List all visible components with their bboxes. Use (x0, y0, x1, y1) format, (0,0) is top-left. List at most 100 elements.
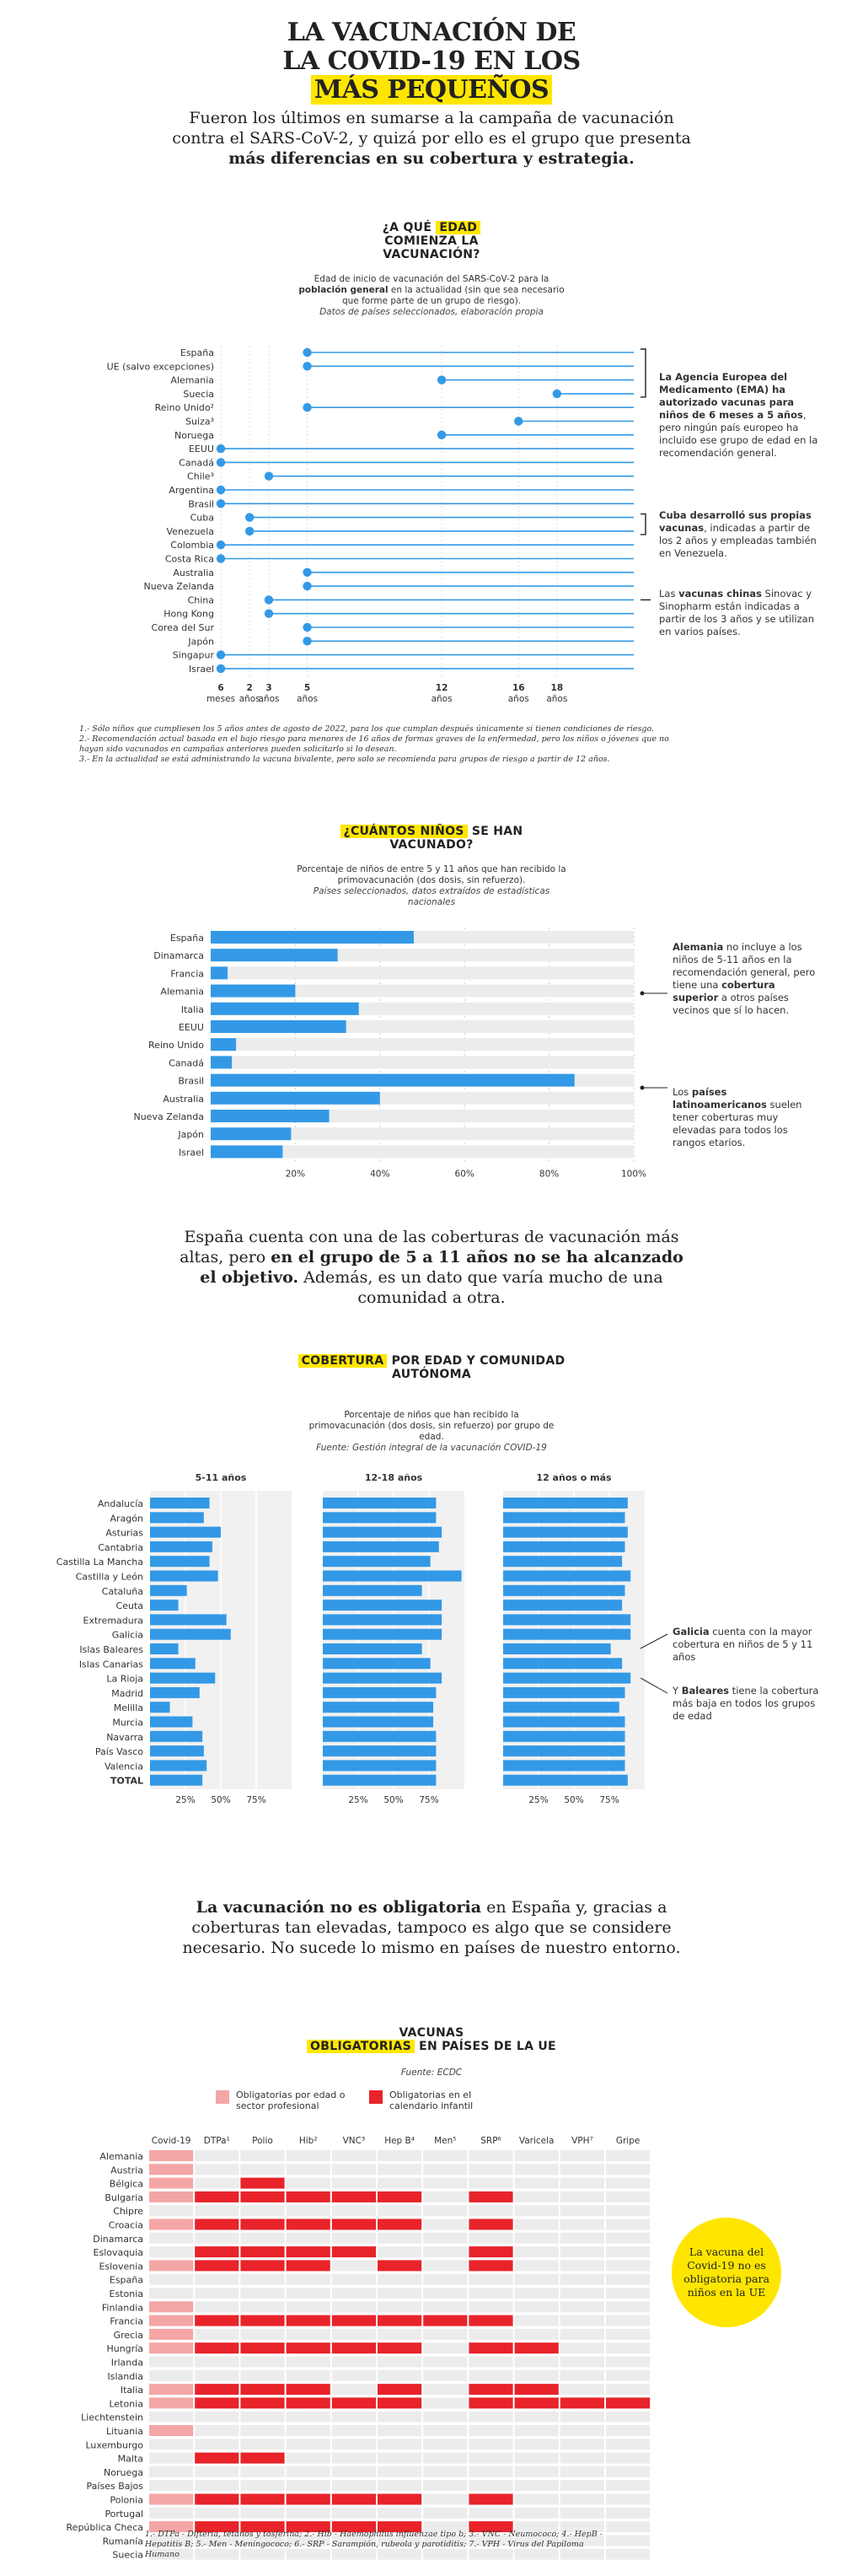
grid-cell (423, 2342, 468, 2354)
grid-cell (378, 2521, 422, 2533)
panel-tick-label: 25% (348, 1795, 367, 1805)
region-bar (503, 1730, 625, 1742)
grid-cell (606, 2480, 651, 2492)
grid-cell (606, 2288, 651, 2299)
grid-cell (331, 2439, 376, 2450)
grid-cell (195, 2548, 239, 2560)
grid-cell (514, 2288, 559, 2299)
s4-footnote: 1.- DTPa - Difteria, tétanos y tosferina… (145, 2530, 603, 2559)
panel-tick-label: 50% (564, 1795, 583, 1805)
s3-desc-text: Porcentaje de niños que han recibido la … (308, 1410, 555, 1442)
grid-column-header: Varicela (519, 2136, 555, 2146)
grid-cell (514, 2232, 559, 2244)
grid-cell (514, 2535, 559, 2546)
grid-cell (195, 2273, 239, 2285)
grid-cell (195, 2521, 239, 2533)
grid-cell (469, 2548, 513, 2560)
grid-cell (378, 2205, 422, 2217)
grid-cell (378, 2315, 422, 2326)
lollipop-country-label: Suecia (183, 389, 214, 400)
grid-cell (469, 2191, 513, 2202)
grid-cell (331, 2232, 376, 2244)
grid-cell (149, 2466, 194, 2477)
grid-cell (331, 2535, 376, 2546)
bar-tick-label: 100% (621, 1170, 646, 1180)
annotation-pointer-galicia (640, 1633, 668, 1649)
lollipop-tick-value: 12 (436, 683, 448, 693)
grid-cell (331, 2150, 376, 2161)
bar-value (211, 1127, 292, 1141)
grid-cell (331, 2315, 376, 2326)
grid-cell (378, 2397, 422, 2409)
region-label: Andalucía (98, 1498, 143, 1509)
region-bar (323, 1614, 442, 1626)
region-label: Extremadura (83, 1615, 144, 1626)
grid-cell (195, 2356, 239, 2368)
grid-cell (240, 2369, 285, 2381)
grid-cell (423, 2191, 468, 2202)
region-bar (503, 1556, 623, 1568)
grid-cell (514, 2480, 559, 2492)
lollipop-dot (216, 554, 226, 563)
region-bar (323, 1658, 431, 1670)
region-bar (503, 1512, 625, 1524)
lollipop-dot (303, 581, 312, 591)
bar-value (211, 1073, 575, 1087)
grid-cell (331, 2205, 376, 2217)
grid-cell (514, 2273, 559, 2285)
lollipop-tick-unit: años (297, 694, 318, 704)
grid-cell (469, 2521, 513, 2533)
grid-cell (286, 2205, 330, 2217)
region-label: Navarra (106, 1732, 143, 1743)
grid-cell (286, 2273, 330, 2285)
region-label: Ceuta (116, 1600, 143, 1611)
grid-cell (469, 2232, 513, 2244)
grid-cell (149, 2315, 194, 2326)
subtitle-bold: más diferencias en su cobertura y estrat… (228, 149, 635, 168)
grid-cell (469, 2315, 513, 2326)
lollipop-dot (264, 609, 274, 618)
region-label: Castilla La Mancha (56, 1557, 143, 1568)
grid-cell (331, 2507, 376, 2519)
grid-cell (423, 2452, 468, 2464)
grid-cell (423, 2273, 468, 2285)
region-bar (150, 1774, 203, 1786)
grid-cell (423, 2548, 468, 2560)
grid-cell (423, 2288, 468, 2299)
grid-country-label: Estonia (110, 2288, 144, 2299)
grid-country-label: Portugal (105, 2509, 143, 2520)
region-bar (323, 1760, 437, 1772)
grid-country-label: Lituania (106, 2426, 143, 2437)
region-bar (503, 1760, 625, 1772)
s1-title: ¿A QUÉ EDAD COMIENZA LA VACUNACIÓN? (305, 221, 558, 261)
grid-cell (469, 2507, 513, 2519)
grid-cell (606, 2356, 651, 2368)
region-label: Aragón (110, 1513, 144, 1524)
grid-cell (331, 2521, 376, 2533)
grid-cell (331, 2328, 376, 2340)
grid-cell (331, 2273, 376, 2285)
region-bar (323, 1730, 437, 1742)
s1-annotation-cuba: Cuba desarrolló sus propias vacunas, ind… (659, 509, 819, 560)
region-bar (503, 1658, 623, 1670)
subtitle: Fueron los últimos en sumarse a la campa… (169, 108, 694, 169)
bar-country-label: Italia (181, 1004, 204, 1015)
grid-cell (606, 2397, 651, 2409)
grid-cell (149, 2384, 194, 2396)
grid-cell (514, 2397, 559, 2409)
grid-country-label: Países Bajos (87, 2481, 144, 2492)
grid-cell (423, 2150, 468, 2161)
grid-cell (423, 2246, 468, 2258)
grid-cell (195, 2369, 239, 2381)
bar-country-label: EEUU (179, 1022, 204, 1033)
region-bar (150, 1584, 187, 1596)
lollipop-tick-value: 16 (512, 683, 525, 693)
grid-cell (560, 2177, 604, 2189)
lollipop-country-label: EEUU (189, 444, 214, 454)
lollipop-country-label: Nueva Zelanda (143, 581, 214, 592)
grid-cell (195, 2452, 239, 2464)
s4-title-a: VACUNAS (399, 2026, 464, 2040)
region-bar (503, 1643, 611, 1654)
grid-cell (195, 2232, 239, 2244)
